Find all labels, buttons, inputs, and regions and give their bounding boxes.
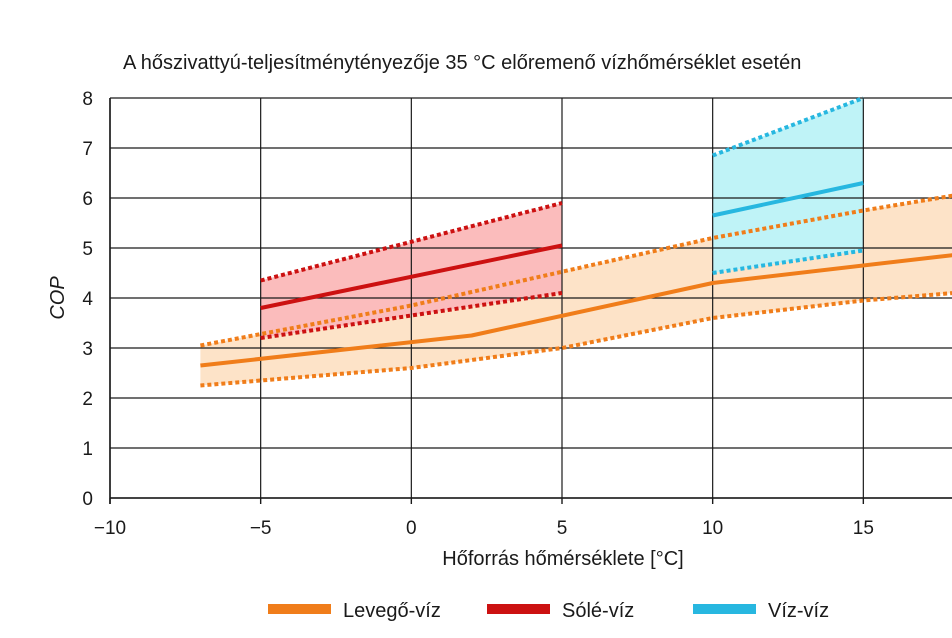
x-axis-label: Hőforrás hőmérséklete [°C] xyxy=(442,548,683,570)
legend-swatch-series-2 xyxy=(693,604,756,614)
upper-bound-series-1 xyxy=(260,201,563,283)
main-lines xyxy=(200,181,952,368)
legend-swatch-series-1 xyxy=(487,604,550,614)
legend-label-series-0: Levegő-víz xyxy=(343,600,441,622)
x-tick-label-2: 0 xyxy=(406,518,417,539)
y-tick-label-6: 6 xyxy=(82,189,93,210)
legend-swatch-series-0 xyxy=(268,604,331,614)
x-tick-label-4: 10 xyxy=(702,518,723,539)
y-tick-label-7: 7 xyxy=(82,139,93,160)
grid-lines xyxy=(109,97,952,499)
upper-bound-series-2 xyxy=(711,96,865,158)
confidence-bands xyxy=(200,98,952,386)
main-line-series-0 xyxy=(200,253,952,368)
lower-bound-series-2 xyxy=(712,248,864,275)
legend-label-series-2: Víz-víz xyxy=(768,600,829,622)
chart-title: A hőszivattyú-teljesítménytényezője 35 °… xyxy=(123,52,801,74)
x-tick-label-5: 15 xyxy=(853,518,874,539)
y-tick-label-2: 2 xyxy=(82,389,93,410)
lower-bound-series-0 xyxy=(200,291,952,388)
band-series-2 xyxy=(712,98,864,273)
y-tick-label-1: 1 xyxy=(82,439,93,460)
y-axis-label: COP xyxy=(47,276,69,320)
y-tick-label-3: 3 xyxy=(82,339,93,360)
x-tick-label-0: −10 xyxy=(94,518,126,539)
y-tick-label-5: 5 xyxy=(82,239,93,260)
main-line-series-2 xyxy=(712,181,864,218)
lower-bound-series-1 xyxy=(260,291,563,340)
bound-lines xyxy=(200,96,952,388)
x-tick-label-1: −5 xyxy=(250,518,272,539)
y-tick-label-0: 0 xyxy=(82,489,93,510)
main-line-series-1 xyxy=(260,243,563,310)
upper-bound-series-0 xyxy=(200,193,952,348)
legend-label-series-1: Sólé-víz xyxy=(562,600,634,622)
legend: Levegő-víz Sólé-víz Víz-víz xyxy=(268,600,829,622)
x-tick-label-3: 5 xyxy=(557,518,568,539)
y-tick-label-8: 8 xyxy=(82,89,93,110)
y-tick-label-4: 4 xyxy=(82,289,93,310)
axes xyxy=(109,98,952,504)
